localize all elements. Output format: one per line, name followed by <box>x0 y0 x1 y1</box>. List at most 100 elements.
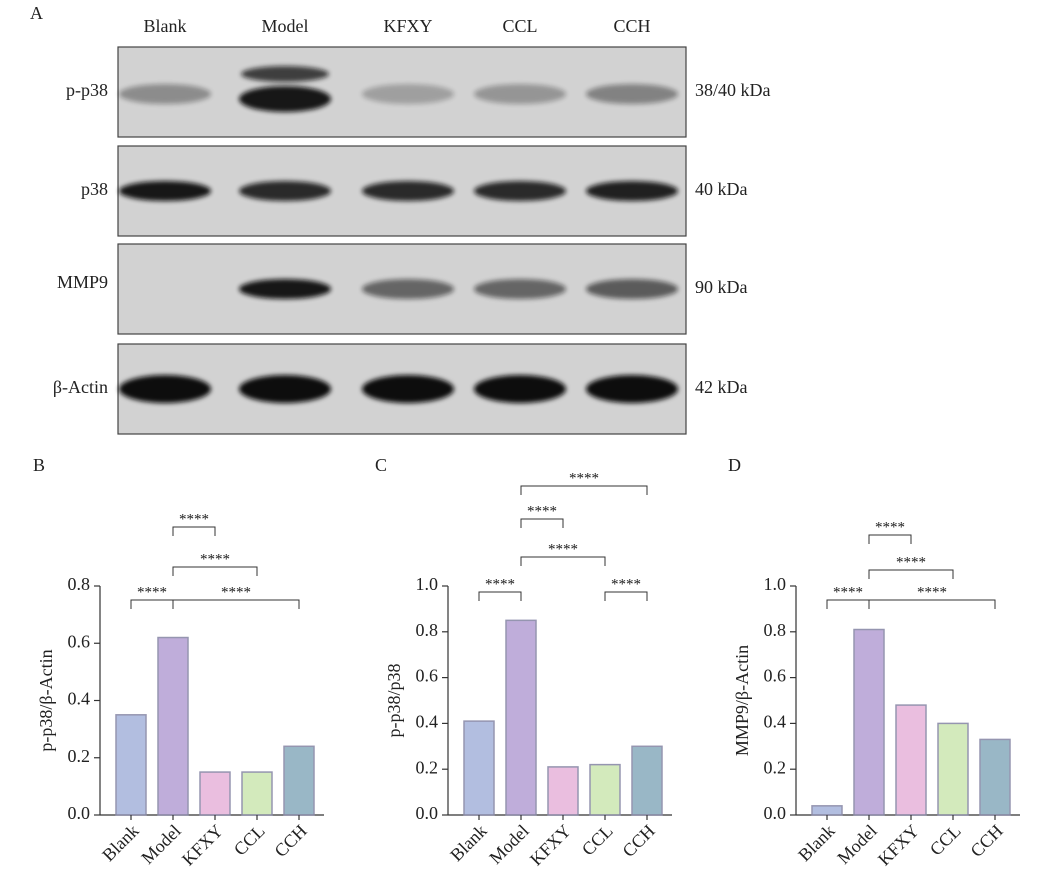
significance-bracket <box>520 518 564 528</box>
significance-bracket <box>130 599 174 609</box>
x-tick-label: KFXY <box>874 821 923 870</box>
x-tick-label: CCL <box>578 821 617 860</box>
panel-letter: B <box>33 455 45 475</box>
significance-label: **** <box>485 576 515 592</box>
significance-bracket <box>868 599 996 609</box>
significance-label: **** <box>527 503 557 519</box>
band <box>586 84 678 104</box>
y-axis-label: p-p38/p38 <box>384 664 404 738</box>
lane-label: CCH <box>613 16 650 36</box>
y-tick-label: 0.0 <box>764 803 787 823</box>
size-label: 90 kDa <box>695 277 748 297</box>
significance-label: **** <box>569 470 599 486</box>
x-tick-label: Model <box>485 821 532 868</box>
band <box>586 181 678 201</box>
lane-label: CCL <box>502 16 537 36</box>
band <box>362 181 454 201</box>
x-tick-label: CCH <box>618 821 658 861</box>
panel-letter: C <box>375 455 387 475</box>
bar <box>283 745 315 816</box>
y-tick-label: 0.8 <box>68 574 91 594</box>
row-label: β-Actin <box>53 377 108 397</box>
significance-bracket <box>478 591 522 601</box>
bar <box>241 771 273 816</box>
band <box>362 279 454 299</box>
bar <box>547 766 579 816</box>
band <box>119 181 211 201</box>
significance-label: **** <box>833 584 863 600</box>
lane-label: Model <box>262 16 309 36</box>
band <box>362 84 454 104</box>
significance-label: **** <box>179 511 209 527</box>
panel-letter: D <box>728 455 741 475</box>
significance-label: **** <box>875 519 905 535</box>
significance-label: **** <box>611 576 641 592</box>
x-tick-label: CCL <box>926 821 965 860</box>
x-tick-label: KFXY <box>178 821 227 870</box>
significance-bracket <box>172 599 300 609</box>
lane-label: Blank <box>144 16 187 36</box>
bar <box>115 714 147 816</box>
bar <box>463 720 495 816</box>
significance-bracket <box>604 591 648 601</box>
y-tick-label: 1.0 <box>764 574 787 594</box>
y-tick-label: 0.8 <box>416 620 439 640</box>
significance-bracket <box>520 556 606 566</box>
significance-label: **** <box>221 584 251 600</box>
significance-label: **** <box>200 551 230 567</box>
y-tick-label: 0.2 <box>416 757 439 777</box>
y-tick-label: 0.6 <box>68 631 91 651</box>
y-tick-label: 1.0 <box>416 574 439 594</box>
bar <box>199 771 231 816</box>
x-tick-label: Blank <box>794 821 839 866</box>
bar <box>157 636 189 816</box>
band <box>474 84 566 104</box>
x-tick-label: Model <box>137 821 184 868</box>
band <box>474 181 566 201</box>
y-tick-label: 0.6 <box>764 666 787 686</box>
significance-bracket <box>520 485 648 495</box>
bar <box>853 628 885 816</box>
significance-label: **** <box>137 584 167 600</box>
y-tick-label: 0.4 <box>416 712 439 732</box>
band <box>362 375 454 403</box>
y-tick-label: 0.8 <box>764 620 787 640</box>
significance-bracket <box>826 599 870 609</box>
y-axis-label: p-p38/β-Actin <box>36 649 56 751</box>
bar <box>811 805 843 816</box>
size-label: 40 kDa <box>695 179 748 199</box>
y-tick-label: 0.4 <box>764 712 787 732</box>
bar <box>505 619 537 816</box>
x-tick-label: CCH <box>966 821 1006 861</box>
y-tick-label: 0.2 <box>764 757 787 777</box>
band <box>239 279 331 299</box>
band <box>239 86 331 112</box>
bar <box>979 738 1011 816</box>
panel-letter: A <box>30 3 43 23</box>
y-tick-label: 0.6 <box>416 666 439 686</box>
y-tick-label: 0.4 <box>68 689 91 709</box>
row-label: p-p38 <box>66 80 108 100</box>
bar <box>937 722 969 816</box>
size-label: 42 kDa <box>695 377 748 397</box>
band <box>119 84 211 104</box>
band <box>119 375 211 403</box>
y-tick-label: 0.0 <box>68 803 91 823</box>
y-tick-label: 0.2 <box>68 746 91 766</box>
band <box>239 181 331 201</box>
x-tick-label: Blank <box>446 821 491 866</box>
row-label: MMP9 <box>57 272 108 292</box>
x-tick-label: CCL <box>230 821 269 860</box>
band <box>474 279 566 299</box>
x-tick-label: CCH <box>270 821 310 861</box>
x-tick-label: KFXY <box>526 821 575 870</box>
significance-label: **** <box>548 541 578 557</box>
x-tick-label: Blank <box>98 821 143 866</box>
bar <box>631 745 663 816</box>
band <box>241 66 329 82</box>
x-tick-label: Model <box>833 821 880 868</box>
significance-label: **** <box>917 584 947 600</box>
row-label: p38 <box>81 179 108 199</box>
significance-bracket <box>172 566 258 576</box>
